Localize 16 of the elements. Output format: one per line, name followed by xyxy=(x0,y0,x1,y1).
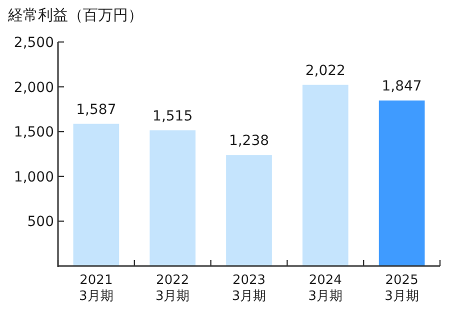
x-tick-label: 2024 3月期 xyxy=(308,273,343,304)
x-tick-label: 2023 3月期 xyxy=(232,273,266,304)
y-tick-label: 2,000 xyxy=(14,80,54,96)
data-label: 1,587 xyxy=(76,102,116,118)
x-tick-label: 2025 3月期 xyxy=(384,273,419,304)
data-label: 1,847 xyxy=(382,78,422,95)
data-label: 2,022 xyxy=(305,62,346,79)
x-tick-label: 2021 3月期 xyxy=(79,273,114,304)
y-tick-label: 2,500 xyxy=(14,35,54,51)
y-tick-label: 500 xyxy=(27,214,54,230)
data-label: 1,238 xyxy=(228,133,270,150)
data-label: 1,515 xyxy=(152,108,193,124)
y-tick-label: 1,000 xyxy=(14,169,54,186)
chart-title: 経常利益（百万円） xyxy=(7,6,143,24)
y-tick-label: 1,500 xyxy=(14,124,54,141)
x-tick-label: 2022 3月期 xyxy=(155,273,190,304)
